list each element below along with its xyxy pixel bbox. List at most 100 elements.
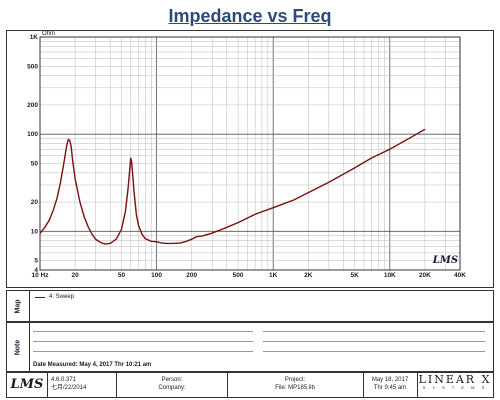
project: Project: [284, 377, 306, 383]
data-point [173, 243, 175, 244]
data-point [161, 242, 162, 244]
data-point [389, 148, 391, 150]
data-point [39, 233, 41, 234]
map-panel: Map 4: Sweep [6, 290, 494, 322]
data-point [131, 161, 132, 163]
data-point [52, 209, 54, 211]
x-tick-label: 1K [269, 272, 278, 279]
map-label-cell: Map [7, 291, 30, 321]
data-point [293, 199, 295, 201]
data-point [79, 201, 81, 203]
data-point [91, 233, 93, 235]
footer-person-cell: Person: Company: [117, 373, 228, 397]
x-tick-label: 50 [118, 272, 126, 279]
data-point [56, 197, 58, 199]
data-point [307, 192, 309, 194]
y-tick-label: 4 [34, 267, 38, 274]
version: 4.6.0.371 [51, 377, 77, 383]
note-label: Note [14, 339, 22, 355]
lms-watermark: LMS [432, 255, 458, 266]
data-point [70, 145, 72, 147]
y-tick-label: 100 [27, 131, 38, 138]
data-point [121, 228, 122, 230]
data-point [191, 238, 193, 240]
data-point [95, 238, 97, 240]
x-tick-label: 20K [419, 272, 431, 279]
data-point [130, 157, 132, 159]
note-line [263, 331, 485, 332]
x-tick-label: 500 [233, 272, 244, 279]
data-point [67, 139, 69, 140]
data-point [185, 240, 187, 242]
data-point [48, 219, 50, 221]
x-tick-label: 10 Hz [32, 272, 50, 279]
x-tick-label: 2K [304, 272, 313, 279]
data-point [180, 242, 181, 244]
data-point [87, 226, 89, 228]
legend-swatch [35, 297, 45, 298]
data-point [100, 241, 101, 243]
data-point [124, 211, 126, 212]
person: Person: [161, 377, 183, 383]
data-point [129, 167, 131, 169]
map-label: Map [14, 299, 22, 313]
data-point [328, 181, 330, 183]
data-point [66, 144, 68, 146]
x-tick-label: 100 [151, 272, 162, 279]
data-point [133, 190, 135, 192]
data-point [127, 187, 129, 189]
data-point [131, 170, 133, 172]
data-point [135, 213, 137, 215]
data-point [63, 163, 65, 164]
data-point [150, 240, 152, 242]
y-tick-label: 200 [27, 102, 38, 109]
data-point [202, 235, 204, 237]
linearx-systems: S Y S T E M S [422, 385, 488, 390]
x-tick-label: 200 [186, 272, 197, 279]
data-point [69, 140, 71, 141]
data-point [424, 128, 426, 130]
data-point [141, 233, 143, 235]
data-point [144, 238, 146, 240]
footer: LMS 4.6.0.371 七月/22/2014 Person: Company… [6, 372, 494, 398]
footer-time: Thr 9:45 am [373, 385, 407, 391]
file-name: File: MP185.lib [275, 385, 315, 391]
data-point [196, 236, 197, 238]
x-tick-label: 5K [351, 272, 360, 279]
data-point [409, 137, 411, 139]
data-point [156, 241, 157, 243]
data-point [254, 213, 256, 215]
y-tick-label: 1K [30, 34, 39, 41]
company: Company: [158, 385, 186, 391]
data-point [371, 157, 373, 159]
y-tick-label: 5 [34, 258, 38, 265]
footer-project-cell: Project: File: MP185.lib [227, 373, 364, 397]
note-line [33, 331, 253, 332]
data-point [138, 225, 139, 226]
legend-entry: 4: Sweep [49, 294, 75, 300]
y-tick-label: 50 [31, 160, 39, 167]
plot-frame [6, 30, 494, 288]
footer-date: May 18, 2017 [371, 377, 409, 383]
note-line [263, 341, 485, 342]
note-line [33, 341, 253, 342]
plot-axes [39, 36, 461, 271]
data-point [74, 178, 76, 179]
footer-version-cell: 4.6.0.371 七月/22/2014 [47, 373, 117, 397]
note-label-cell: Note [7, 323, 30, 371]
plot-area [40, 37, 460, 270]
data-point [211, 232, 213, 234]
footer-logo-cell: LMS [7, 373, 48, 397]
data-point [165, 243, 167, 244]
data-point [83, 216, 85, 218]
data-point [219, 229, 221, 231]
data-point [104, 243, 106, 245]
note-line [33, 351, 253, 352]
footer-brand-cell: LINEAR X S Y S T E M S [417, 373, 493, 397]
linearx-logo: LINEAR X [418, 373, 492, 386]
x-tick-label: 10K [384, 272, 396, 279]
data-point [72, 158, 73, 160]
x-tick-label: 40K [454, 272, 466, 279]
x-tick-label: 20 [71, 272, 79, 279]
data-point [272, 207, 274, 209]
